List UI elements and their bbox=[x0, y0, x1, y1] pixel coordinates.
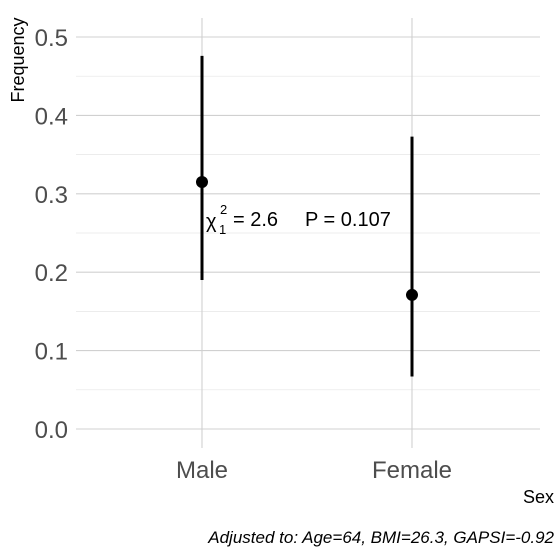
chi-superscript: 2 bbox=[220, 202, 227, 217]
x-axis-title: Sex bbox=[523, 487, 554, 507]
p-value: P = 0.107 bbox=[305, 209, 391, 231]
grid-lines bbox=[76, 18, 540, 448]
y-axis-title: Frequency bbox=[8, 17, 28, 102]
y-tick-label: 0.0 bbox=[35, 417, 68, 444]
x-tick-label: Male bbox=[176, 457, 228, 484]
point-estimate bbox=[196, 176, 208, 189]
y-tick-label: 0.2 bbox=[35, 260, 68, 287]
y-tick-labels: 0.0 0.1 0.2 0.3 0.4 0.5 bbox=[35, 25, 68, 444]
caption: Adjusted to: Age=64, BMI=26.3, GAPSI=-0.… bbox=[207, 528, 554, 547]
chi-subscript: 1 bbox=[219, 222, 226, 237]
x-tick-label: Female bbox=[372, 457, 452, 484]
chi-symbol: χ bbox=[206, 211, 217, 233]
y-tick-label: 0.4 bbox=[35, 103, 68, 130]
y-tick-label: 0.1 bbox=[35, 339, 68, 366]
data-marks bbox=[196, 55, 418, 377]
x-tick-labels: Male Female bbox=[176, 457, 452, 484]
y-tick-label: 0.3 bbox=[35, 182, 68, 209]
y-tick-label: 0.5 bbox=[35, 25, 68, 52]
chi-value: = 2.6 bbox=[233, 209, 278, 231]
chi-square-annotation: χ 2 1 = 2.6 P = 0.107 bbox=[206, 202, 391, 237]
point-estimate bbox=[406, 288, 418, 301]
